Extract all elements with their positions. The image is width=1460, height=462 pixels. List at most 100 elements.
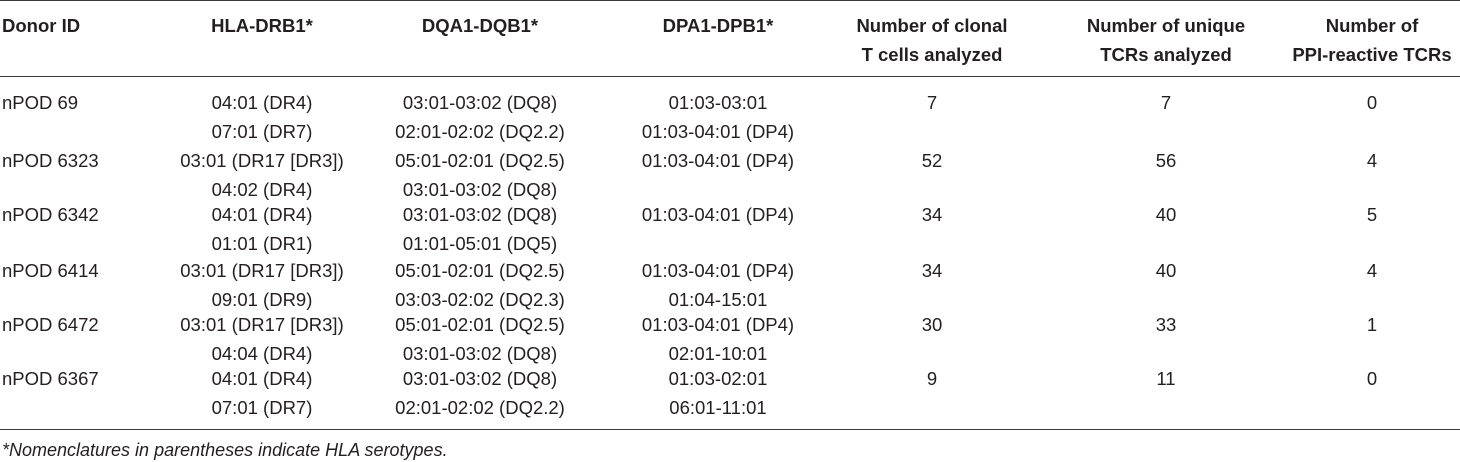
cell-unique-count: 11 [1156,368,1176,389]
cell-dpa1-dpb1: 01:03-02:01 06:01-11:01 [608,364,828,422]
header-ppi-line1: Number of [1325,15,1419,36]
table-header-rule [0,76,1460,77]
header-dpa1-dpb1: DPA1-DPB1* [662,15,774,36]
allele-1: 03:01-03:02 (DQ8) [402,92,558,113]
header-donor-id: Donor ID [2,15,81,36]
cell-donor-id: nPOD 6342 [2,204,99,225]
cell-dpa1-dpb1: 01:03-04:01 (DP4) [608,146,828,204]
cell-hla-drb1: 03:01 (DR17 [DR3]) 04:04 (DR4) [152,310,372,368]
cell-unique-count: 40 [1155,204,1177,225]
cell-donor-id: nPOD 69 [2,92,79,113]
cell-dpa1-dpb1: 01:03-04:01 (DP4) 02:01-10:01 [608,310,828,368]
cell-donor-id: nPOD 6472 [2,314,99,335]
cell-ppi-count: 0 [1366,368,1378,389]
header-dqa1-dqb1: DQA1-DQB1* [421,15,539,36]
allele-1: 05:01-02:01 (DQ2.5) [395,260,565,281]
allele-2: 02:01-10:01 [668,343,768,364]
allele-2: 03:01-03:02 (DQ8) [402,179,558,200]
allele-2: 01:03-04:01 (DP4) [641,121,795,142]
cell-unique-count: 56 [1155,150,1177,171]
cell-hla-drb1: 03:01 (DR17 [DR3]) 04:02 (DR4) [152,146,372,204]
header-ppi-reactive-tcrs: Number of PPI-reactive TCRs [1274,13,1460,71]
cell-dqa1-dqb1: 03:01-03:02 (DQ8) 02:01-02:02 (DQ2.2) [370,364,590,422]
header-ppi-line2: PPI-reactive TCRs [1292,44,1452,65]
cell-hla-drb1: 04:01 (DR4) 01:01 (DR1) [152,200,372,258]
allele-1: 04:01 (DR4) [211,92,313,113]
allele-1: 03:01 (DR17 [DR3]) [180,150,344,171]
cell-dqa1-dqb1: 03:01-03:02 (DQ8) 01:01-05:01 (DQ5) [370,200,590,258]
header-clonal-t-cells: Number of clonal T cells analyzed [842,13,1022,71]
cell-dqa1-dqb1: 05:01-02:01 (DQ2.5) 03:01-03:02 (DQ8) [370,310,590,368]
cell-ppi-count: 4 [1366,150,1378,171]
cell-unique-count: 40 [1155,260,1177,281]
allele-1: 01:03-04:01 (DP4) [641,150,795,171]
allele-2 [608,229,828,258]
cell-clonal-count: 34 [921,260,943,281]
allele-2: 03:01-03:02 (DQ8) [402,343,558,364]
cell-clonal-count: 9 [926,368,938,389]
allele-1: 05:01-02:01 (DQ2.5) [395,150,565,171]
allele-2: 04:02 (DR4) [211,179,313,200]
header-clonal-line2: T cells analyzed [861,44,1003,65]
cell-clonal-count: 52 [921,150,943,171]
cell-clonal-count: 30 [921,314,943,335]
table-bottom-rule [0,429,1460,430]
allele-2: 02:01-02:02 (DQ2.2) [395,397,565,418]
table-row: nPOD 6472 03:01 (DR17 [DR3]) 04:04 (DR4)… [0,310,1460,368]
cell-dqa1-dqb1: 05:01-02:01 (DQ2.5) 03:01-03:02 (DQ8) [370,146,590,204]
allele-2: 04:04 (DR4) [211,343,313,364]
allele-1: 01:03-04:01 (DP4) [641,204,795,225]
allele-2: 06:01-11:01 [669,397,767,418]
cell-donor-id: nPOD 6367 [2,368,99,389]
allele-2: 01:01 (DR1) [211,233,313,254]
cell-donor-id: nPOD 6414 [2,260,99,281]
allele-2: 02:01-02:02 (DQ2.2) [395,121,565,142]
cell-dpa1-dpb1: 01:03-03:01 01:03-04:01 (DP4) [608,88,828,146]
header-clonal-line1: Number of clonal [856,15,1008,36]
cell-ppi-count: 1 [1366,314,1378,335]
allele-1: 01:03-04:01 (DP4) [641,314,795,335]
table-footnote: *Nomenclatures in parentheses indicate H… [2,440,448,460]
table-row: nPOD 6414 03:01 (DR17 [DR3]) 09:01 (DR9)… [0,256,1460,314]
cell-ppi-count: 0 [1366,92,1378,113]
header-hla-drb1: HLA-DRB1* [211,15,313,36]
allele-1: 04:01 (DR4) [211,368,313,389]
allele-1: 03:01-03:02 (DQ8) [402,204,558,225]
allele-1: 03:01 (DR17 [DR3]) [180,314,344,335]
cell-unique-count: 33 [1155,314,1177,335]
cell-clonal-count: 7 [926,92,938,113]
allele-1: 04:01 (DR4) [211,204,313,225]
cell-ppi-count: 5 [1366,204,1378,225]
allele-2: 01:01-05:01 (DQ5) [402,233,558,254]
allele-2: 03:03-02:02 (DQ2.3) [395,289,565,310]
allele-1: 03:01-03:02 (DQ8) [402,368,558,389]
table-top-rule [0,0,1460,1]
allele-2: 09:01 (DR9) [211,289,313,310]
table-row: nPOD 69 04:01 (DR4) 07:01 (DR7) 03:01-03… [0,88,1460,146]
cell-hla-drb1: 04:01 (DR4) 07:01 (DR7) [152,364,372,422]
header-unique-tcrs: Number of unique TCRs analyzed [1052,13,1280,71]
allele-2: 07:01 (DR7) [211,121,313,142]
allele-1: 05:01-02:01 (DQ2.5) [395,314,565,335]
table-row: nPOD 6323 03:01 (DR17 [DR3]) 04:02 (DR4)… [0,146,1460,204]
cell-unique-count: 7 [1160,92,1172,113]
cell-dqa1-dqb1: 05:01-02:01 (DQ2.5) 03:03-02:02 (DQ2.3) [370,256,590,314]
allele-2: 07:01 (DR7) [211,397,313,418]
table-row: nPOD 6342 04:01 (DR4) 01:01 (DR1) 03:01-… [0,200,1460,258]
allele-1: 01:03-04:01 (DP4) [641,260,795,281]
cell-hla-drb1: 04:01 (DR4) 07:01 (DR7) [152,88,372,146]
cell-dpa1-dpb1: 01:03-04:01 (DP4) [608,200,828,258]
allele-1: 03:01 (DR17 [DR3]) [180,260,344,281]
cell-clonal-count: 34 [921,204,943,225]
cell-dqa1-dqb1: 03:01-03:02 (DQ8) 02:01-02:02 (DQ2.2) [370,88,590,146]
table-row: nPOD 6367 04:01 (DR4) 07:01 (DR7) 03:01-… [0,364,1460,422]
header-unique-line2: TCRs analyzed [1100,44,1232,65]
allele-2: 01:04-15:01 [668,289,768,310]
header-unique-line1: Number of unique [1086,15,1246,36]
allele-1: 01:03-02:01 [668,368,768,389]
cell-ppi-count: 4 [1366,260,1378,281]
cell-donor-id: nPOD 6323 [2,150,99,171]
cell-hla-drb1: 03:01 (DR17 [DR3]) 09:01 (DR9) [152,256,372,314]
allele-1: 01:03-03:01 [668,92,768,113]
cell-dpa1-dpb1: 01:03-04:01 (DP4) 01:04-15:01 [608,256,828,314]
